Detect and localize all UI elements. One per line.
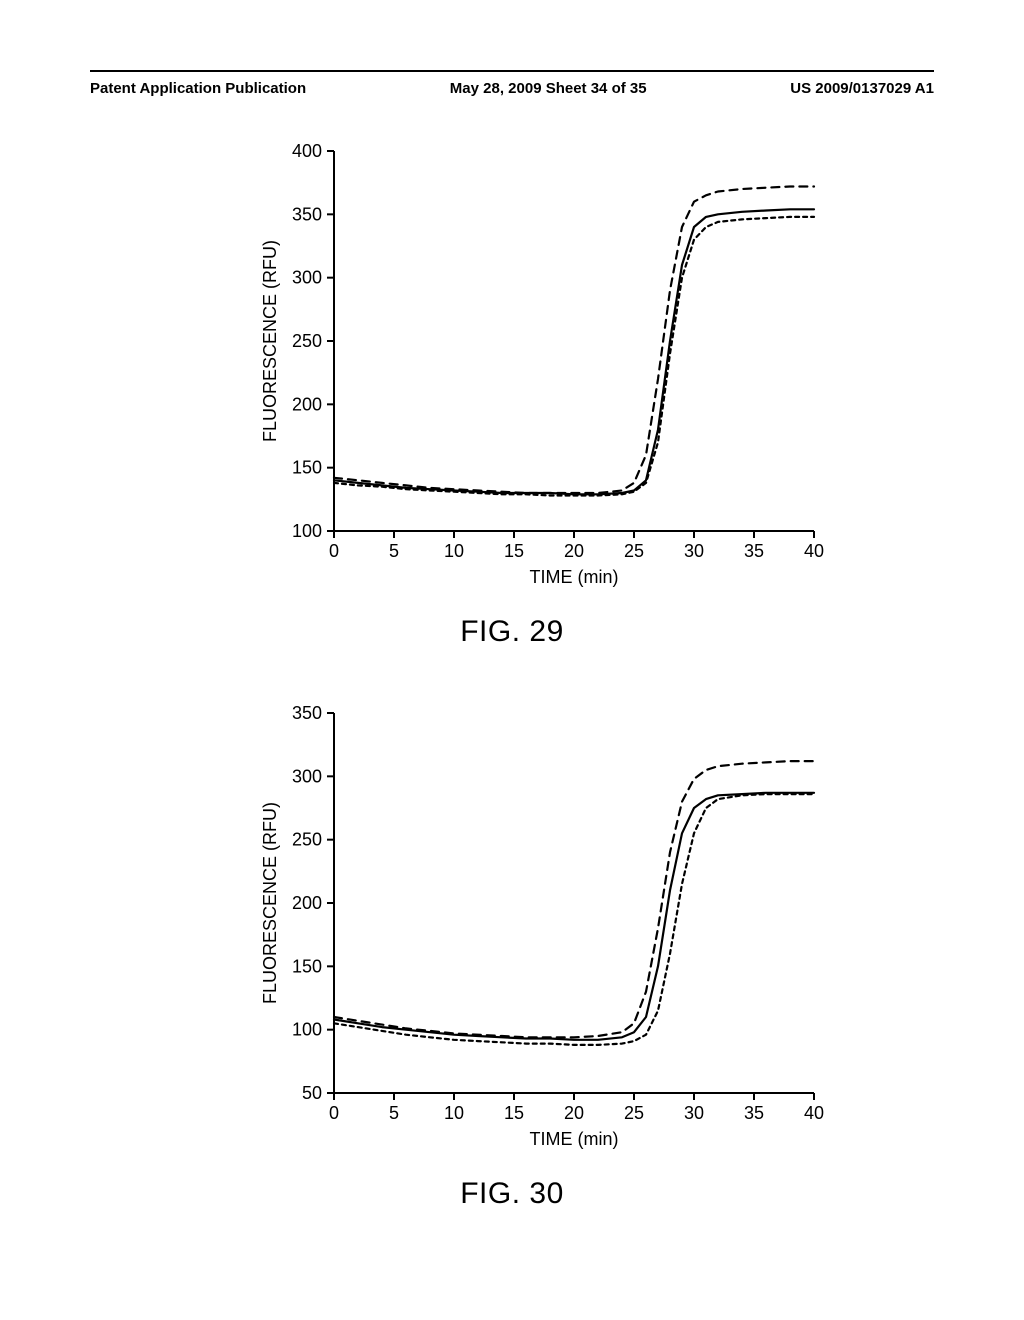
- fig29-svg: 0 5 10 15 20 25 30 35 40 100 150 200 250 300 350 400 TIM…: [256, 137, 828, 603]
- fig30-svg: 0 5 10 15 20 25 30 35 40 50 100 150 200 250 300 350 TIME…: [256, 699, 828, 1165]
- svg-text:200: 200: [292, 893, 322, 913]
- page: Patent Application Publication May 28, 2…: [0, 0, 1024, 1320]
- svg-text:TIME (min): TIME (min): [530, 567, 619, 587]
- header-right: US 2009/0137029 A1: [790, 80, 934, 97]
- svg-text:0: 0: [329, 541, 339, 561]
- svg-text:FLUORESCENCE (RFU): FLUORESCENCE (RFU): [260, 802, 280, 1004]
- svg-text:300: 300: [292, 268, 322, 288]
- svg-text:15: 15: [504, 1103, 524, 1123]
- svg-text:250: 250: [292, 830, 322, 850]
- svg-text:20: 20: [564, 541, 584, 561]
- header-left: Patent Application Publication: [90, 80, 306, 97]
- svg-text:100: 100: [292, 1020, 322, 1040]
- header-center: May 28, 2009 Sheet 34 of 35: [450, 80, 647, 97]
- header-row: Patent Application Publication May 28, 2…: [90, 80, 934, 97]
- svg-text:40: 40: [804, 1103, 824, 1123]
- svg-text:150: 150: [292, 458, 322, 478]
- fig30-chart: 0 5 10 15 20 25 30 35 40 50 100 150 200 250 300 350 TIME…: [256, 699, 828, 1165]
- svg-text:35: 35: [744, 541, 764, 561]
- svg-text:35: 35: [744, 1103, 764, 1123]
- svg-text:50: 50: [302, 1083, 322, 1103]
- svg-text:30: 30: [684, 541, 704, 561]
- fig29-caption: FIG. 29: [460, 615, 564, 649]
- svg-text:20: 20: [564, 1103, 584, 1123]
- svg-text:10: 10: [444, 541, 464, 561]
- svg-text:10: 10: [444, 1103, 464, 1123]
- svg-text:40: 40: [804, 541, 824, 561]
- header-rule: [90, 70, 934, 72]
- svg-text:25: 25: [624, 541, 644, 561]
- svg-text:15: 15: [504, 541, 524, 561]
- svg-text:TIME (min): TIME (min): [530, 1129, 619, 1149]
- svg-text:5: 5: [389, 541, 399, 561]
- svg-text:5: 5: [389, 1103, 399, 1123]
- svg-text:200: 200: [292, 394, 322, 414]
- svg-text:150: 150: [292, 956, 322, 976]
- fig30-caption: FIG. 30: [460, 1177, 564, 1211]
- svg-text:400: 400: [292, 141, 322, 161]
- svg-text:250: 250: [292, 331, 322, 351]
- figure-30: 0 5 10 15 20 25 30 35 40 50 100 150 200 250 300 350 TIME…: [90, 699, 934, 1211]
- svg-text:FLUORESCENCE (RFU): FLUORESCENCE (RFU): [260, 240, 280, 442]
- figure-29: 0 5 10 15 20 25 30 35 40 100 150 200 250 300 350 400 TIM…: [90, 137, 934, 649]
- svg-text:350: 350: [292, 703, 322, 723]
- svg-text:100: 100: [292, 521, 322, 541]
- svg-text:30: 30: [684, 1103, 704, 1123]
- svg-text:25: 25: [624, 1103, 644, 1123]
- svg-text:350: 350: [292, 204, 322, 224]
- fig29-chart: 0 5 10 15 20 25 30 35 40 100 150 200 250 300 350 400 TIM…: [256, 137, 828, 603]
- svg-text:300: 300: [292, 766, 322, 786]
- svg-text:0: 0: [329, 1103, 339, 1123]
